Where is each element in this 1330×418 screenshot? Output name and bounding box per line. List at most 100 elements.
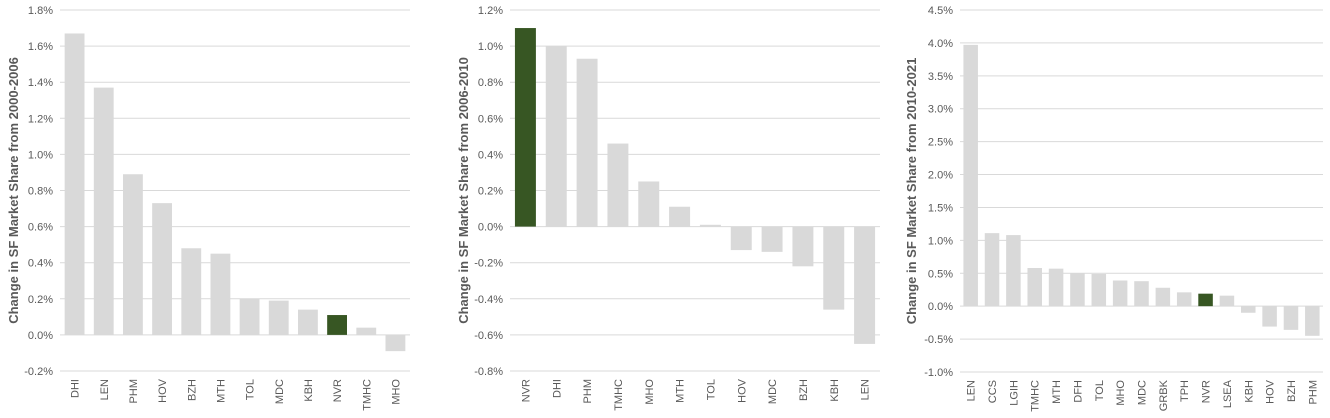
y-tick-label: -1.0% xyxy=(924,367,953,379)
bar-nvr xyxy=(1198,293,1213,307)
y-tick-label: 0.0% xyxy=(28,330,53,342)
bar-mth xyxy=(210,253,231,335)
bar-mth xyxy=(1048,268,1064,307)
x-tick-label: GRBK xyxy=(1158,379,1170,411)
x-tick-label: MTH xyxy=(215,379,227,403)
y-tick-label: -0.5% xyxy=(924,334,953,346)
x-tick-label: MHO xyxy=(644,379,656,405)
bar-hov xyxy=(152,203,172,335)
y-tick-label: 0.0% xyxy=(478,222,503,234)
bar-mho xyxy=(385,334,406,352)
bar-kbh xyxy=(823,226,845,310)
x-tick-label: HOV xyxy=(736,378,748,403)
bar-tmhc xyxy=(1027,268,1042,307)
x-tick-label: KBH xyxy=(303,379,315,402)
bar-len xyxy=(963,44,978,307)
bar-nvr xyxy=(327,315,347,335)
x-tick-label: BZH xyxy=(798,379,810,401)
bar-len xyxy=(854,226,876,344)
bar-mdc xyxy=(1134,281,1149,307)
x-tick-label: DFH xyxy=(1072,380,1084,403)
x-tick-label: BZH xyxy=(1286,380,1298,402)
bar-phm xyxy=(576,58,598,227)
bar-phm xyxy=(1305,306,1320,336)
x-tick-label: LEN xyxy=(99,379,111,400)
bar-lgih xyxy=(1006,235,1021,307)
y-tick-label: 0.8% xyxy=(478,77,503,89)
y-axis-label: Change in SF Market Share from 2000-2006 xyxy=(6,57,21,324)
x-tick-label: CCS xyxy=(987,380,999,403)
x-tick-label: LEN xyxy=(860,379,872,400)
x-tick-label: DHI xyxy=(70,379,82,398)
x-tick-label: MTH xyxy=(675,379,687,403)
chart-2006-2010: -0.8% -0.6% -0.4% -0.2% 0.0% 0.2% 0.4% 0.6% 0.8%… xyxy=(456,5,880,411)
bar-kbh xyxy=(298,309,318,335)
y-tick-label: -0.2% xyxy=(474,258,503,270)
x-tick-label: TMHC xyxy=(1030,380,1042,412)
bar-kbh xyxy=(1241,306,1256,313)
y-tick-label: 0.8% xyxy=(28,186,53,198)
chart-panel-2010-2021: -1.0% -0.5% 0.0% 0.5% 1.0% 1.5% 2.0% 2.5% 3.0% 3.… xyxy=(898,0,1330,418)
bar-len xyxy=(93,87,114,335)
bar-tph xyxy=(1176,292,1192,307)
y-tick-label: 1.4% xyxy=(28,77,53,89)
y-tick-label: 1.2% xyxy=(28,113,53,125)
bar-dhi xyxy=(545,46,567,227)
y-tick-label: 1.5% xyxy=(928,202,953,214)
chart-2000-2006: -0.2% 0.0% 0.2% 0.4% 0.6% 0.8% 1.0% 1.2% 1.4% 1.6… xyxy=(6,5,410,411)
y-tick-label: 3.5% xyxy=(928,71,953,83)
y-tick-label: 0.0% xyxy=(928,301,953,313)
y-tick-label: -0.4% xyxy=(474,294,503,306)
y-tick-label: 1.6% xyxy=(28,41,53,53)
bar-bzh xyxy=(1283,306,1299,330)
y-tick-label: 0.4% xyxy=(478,149,503,161)
bar-hov xyxy=(1262,306,1277,327)
x-tick-label: LGIH xyxy=(1008,380,1020,406)
y-tick-label: 1.2% xyxy=(478,5,503,17)
y-tick-label: -0.6% xyxy=(474,330,503,342)
x-tick-label: TOL xyxy=(245,379,257,400)
x-tick-label: TMHC xyxy=(361,379,373,411)
x-tick-label: BZH xyxy=(186,379,198,401)
y-tick-label: 0.4% xyxy=(28,258,53,270)
x-tick-label: KBH xyxy=(1243,380,1255,403)
chart-panel-2000-2006: -0.2% 0.0% 0.2% 0.4% 0.6% 0.8% 1.0% 1.2% 1.4% 1.6… xyxy=(0,0,420,418)
y-tick-label: 4.0% xyxy=(928,38,953,50)
y-tick-label: 3.0% xyxy=(928,104,953,116)
y-tick-label: 1.0% xyxy=(28,149,53,161)
x-tick-label: PHM xyxy=(128,379,140,403)
y-tick-label: 4.5% xyxy=(928,5,953,17)
x-tick-label: KBH xyxy=(829,379,841,402)
chart-panel-2006-2010: -0.8% -0.6% -0.4% -0.2% 0.0% 0.2% 0.4% 0.6% 0.8%… xyxy=(450,0,890,418)
bar-hov xyxy=(730,226,752,251)
bar-tmhc xyxy=(607,143,629,227)
y-tick-label: 1.8% xyxy=(28,5,53,17)
x-tick-label: LSEA xyxy=(1222,379,1234,408)
y-tick-label: 0.2% xyxy=(28,294,53,306)
y-axis-label: Change in SF Market Share from 2010-2021 xyxy=(904,58,919,325)
x-tick-label: MDC xyxy=(1137,380,1149,405)
bar-tol xyxy=(239,298,260,335)
x-tick-label: TOL xyxy=(1094,380,1106,401)
x-tick-label: TPH xyxy=(1179,380,1191,402)
x-tick-label: PHM xyxy=(582,379,594,403)
y-axis-label: Change in SF Market Share from 2006-2010 xyxy=(456,57,471,324)
bar-lsea xyxy=(1219,295,1235,307)
bar-mdc xyxy=(268,300,289,335)
bar-mho xyxy=(1112,280,1128,307)
x-tick-label: HOV xyxy=(157,378,169,403)
y-tick-label: 0.2% xyxy=(478,186,503,198)
x-tick-label: DHI xyxy=(551,379,563,398)
x-tick-label: HOV xyxy=(1265,379,1277,404)
bar-tmhc xyxy=(356,327,377,335)
bar-phm xyxy=(123,174,143,335)
bar-grbk xyxy=(1155,287,1171,307)
x-tick-label: TMHC xyxy=(613,379,625,411)
bar-dhi xyxy=(64,33,85,335)
bar-mho xyxy=(638,181,660,227)
y-tick-label: 1.0% xyxy=(478,41,503,53)
bar-tol xyxy=(699,224,721,227)
x-tick-label: MTH xyxy=(1051,380,1063,404)
x-tick-label: MHO xyxy=(1115,380,1127,406)
x-tick-label: MHO xyxy=(390,379,402,405)
